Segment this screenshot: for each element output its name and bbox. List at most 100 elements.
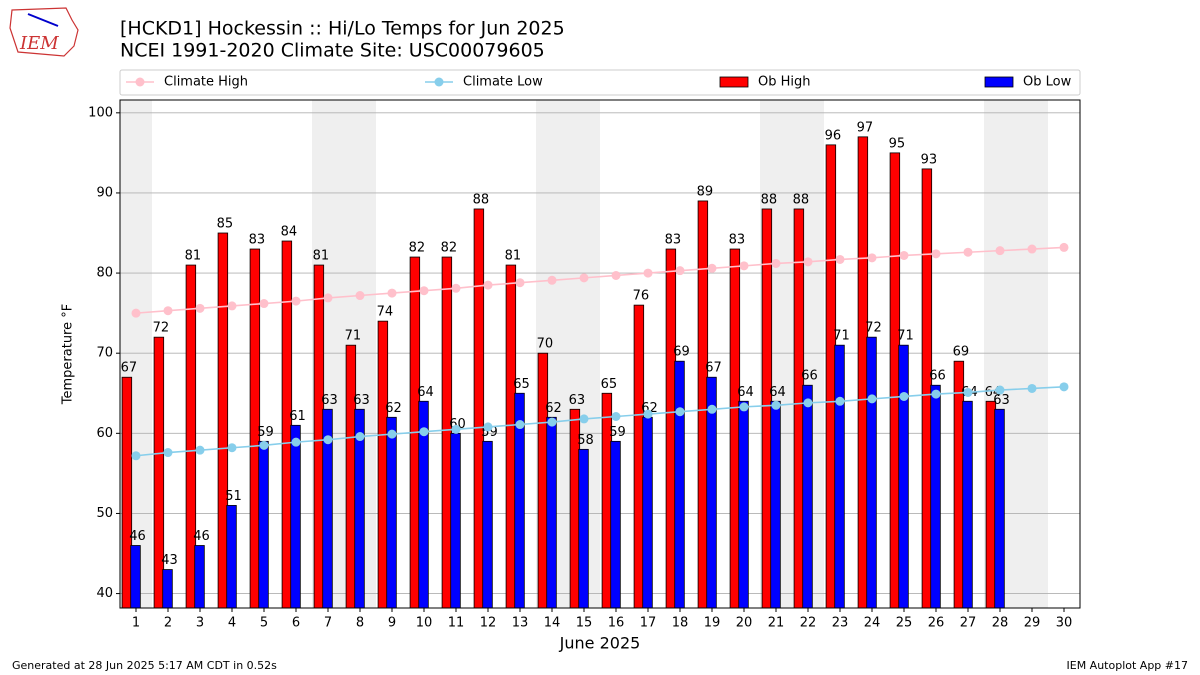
bar bbox=[185, 264, 197, 609]
marker bbox=[483, 280, 493, 290]
marker bbox=[355, 432, 365, 442]
bar bbox=[633, 304, 645, 609]
logo-outline bbox=[9, 7, 79, 57]
data-label: 83 bbox=[249, 233, 266, 248]
marker bbox=[803, 257, 813, 267]
x-tick-label: 12 bbox=[480, 616, 497, 631]
x-tick-label: 27 bbox=[960, 616, 977, 631]
marker bbox=[643, 409, 653, 419]
x-tick-label: 9 bbox=[388, 616, 396, 631]
bar bbox=[290, 424, 301, 609]
x-tick-label: 22 bbox=[800, 616, 817, 631]
x-tick-label: 17 bbox=[640, 616, 657, 631]
bar bbox=[962, 400, 973, 609]
data-label: 89 bbox=[697, 184, 714, 199]
data-label: 62 bbox=[385, 401, 402, 416]
bar bbox=[546, 416, 557, 609]
marker bbox=[451, 424, 461, 434]
marker bbox=[291, 296, 301, 306]
marker bbox=[227, 443, 237, 453]
y-tick-label: 40 bbox=[96, 586, 113, 601]
footer-left: Generated at 28 Jun 2025 5:17 AM CDT in … bbox=[12, 659, 277, 672]
marker bbox=[419, 427, 429, 437]
legend-swatch bbox=[984, 76, 1014, 88]
logo-icon bbox=[27, 13, 59, 27]
marker bbox=[739, 261, 749, 271]
marker bbox=[323, 435, 333, 445]
bar bbox=[889, 152, 901, 609]
marker bbox=[195, 445, 205, 455]
marker bbox=[675, 266, 685, 276]
y-axis-label: Temperature °F bbox=[61, 304, 76, 405]
x-tick-label: 18 bbox=[672, 616, 689, 631]
x-tick-label: 21 bbox=[768, 616, 785, 631]
bar bbox=[345, 344, 357, 609]
marker bbox=[355, 291, 365, 301]
marker bbox=[419, 286, 429, 296]
bar bbox=[761, 208, 773, 609]
bar bbox=[930, 384, 941, 609]
data-label: 82 bbox=[441, 241, 458, 256]
legend-label: Climate Low bbox=[463, 75, 543, 90]
marker bbox=[611, 270, 621, 280]
data-label: 64 bbox=[737, 385, 754, 400]
data-label: 85 bbox=[217, 217, 234, 232]
x-tick-label: 1 bbox=[132, 616, 140, 631]
chart-subtitle: NCEI 1991-2020 Climate Site: USC00079605 bbox=[120, 40, 545, 62]
x-tick-label: 23 bbox=[832, 616, 849, 631]
marker bbox=[739, 402, 749, 412]
marker bbox=[515, 420, 525, 430]
marker bbox=[163, 448, 173, 458]
data-label: 82 bbox=[409, 241, 426, 256]
marker bbox=[259, 440, 269, 450]
data-label: 63 bbox=[321, 393, 338, 408]
x-tick-label: 5 bbox=[260, 616, 268, 631]
data-label: 59 bbox=[257, 425, 274, 440]
bar bbox=[729, 248, 741, 609]
marker bbox=[867, 253, 877, 263]
marker bbox=[1059, 242, 1069, 252]
data-label: 74 bbox=[377, 305, 394, 320]
data-label: 46 bbox=[129, 529, 146, 544]
data-label: 72 bbox=[865, 321, 882, 336]
x-tick-label: 25 bbox=[896, 616, 913, 631]
marker bbox=[131, 308, 141, 318]
marker bbox=[323, 293, 333, 303]
marker bbox=[1027, 244, 1037, 254]
y-tick-label: 70 bbox=[96, 346, 113, 361]
bar bbox=[473, 208, 485, 609]
bar bbox=[258, 440, 269, 609]
bar bbox=[857, 136, 869, 609]
bar bbox=[313, 264, 325, 609]
legend-swatch bbox=[719, 76, 749, 88]
x-axis-label: June 2025 bbox=[559, 634, 641, 653]
data-label: 83 bbox=[665, 233, 682, 248]
x-tick-label: 19 bbox=[704, 616, 721, 631]
data-label: 84 bbox=[281, 225, 298, 240]
marker bbox=[867, 394, 877, 404]
marker bbox=[995, 385, 1005, 395]
data-label: 95 bbox=[889, 136, 906, 151]
logo: IEM bbox=[9, 7, 79, 57]
bar bbox=[738, 400, 749, 609]
data-label: 71 bbox=[345, 329, 362, 344]
x-tick-label: 3 bbox=[196, 616, 204, 631]
legend-marker bbox=[135, 77, 145, 87]
bar bbox=[642, 416, 653, 609]
data-label: 96 bbox=[825, 128, 842, 143]
data-label: 65 bbox=[601, 377, 618, 392]
bar bbox=[866, 336, 877, 609]
marker bbox=[547, 275, 557, 285]
marker bbox=[611, 411, 621, 421]
marker bbox=[515, 278, 525, 288]
logo-text: IEM bbox=[19, 33, 59, 54]
bar bbox=[121, 376, 133, 609]
data-label: 88 bbox=[793, 192, 810, 207]
data-label: 51 bbox=[225, 489, 242, 504]
data-label: 66 bbox=[929, 369, 946, 384]
data-label: 93 bbox=[921, 152, 938, 167]
bar bbox=[578, 448, 589, 609]
marker bbox=[1027, 383, 1037, 393]
data-label: 88 bbox=[473, 192, 490, 207]
